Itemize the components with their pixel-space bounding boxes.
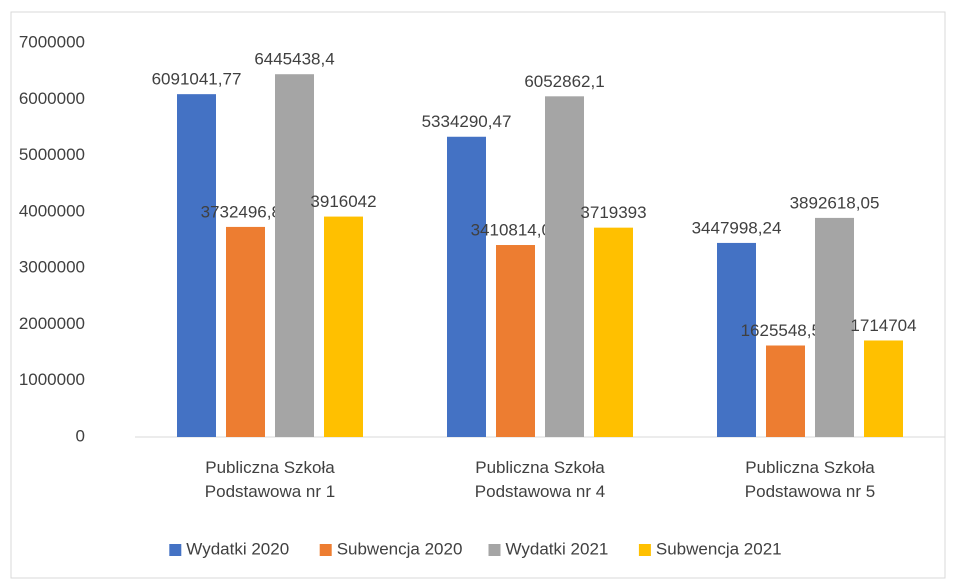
legend-swatch: [169, 544, 182, 556]
y-tick-label: 6000000: [19, 89, 85, 108]
data-label: 6052862,1: [524, 72, 604, 91]
data-label: 3410814,09: [471, 221, 561, 240]
bar: [324, 216, 363, 437]
data-label: 1714704: [850, 316, 916, 335]
data-label: 3892618,05: [790, 193, 880, 212]
bar: [226, 226, 265, 437]
x-tick-label: Publiczna Szkoła Podstawowa nr 5: [744, 458, 876, 501]
bar: [864, 340, 903, 437]
bar: [545, 96, 584, 437]
y-tick-label: 2000000: [19, 314, 85, 333]
data-label: 3719393: [580, 203, 646, 222]
bar: [766, 345, 805, 437]
bar: [594, 227, 633, 437]
legend-label: Subwencja 2020: [337, 539, 463, 558]
legend-swatch: [319, 544, 332, 556]
data-label: 6091041,77: [152, 70, 242, 89]
data-label: 3732496,88: [201, 202, 291, 221]
y-tick-label: 5000000: [19, 145, 85, 164]
data-label: 5334290,47: [422, 112, 512, 131]
x-tick-label: Publiczna Szkoła Podstawowa nr 4: [474, 458, 606, 501]
data-label: 6445438,4: [254, 50, 334, 69]
legend-label: Wydatki 2021: [506, 539, 609, 558]
y-tick-label: 3000000: [19, 258, 85, 277]
y-tick-label: 1000000: [19, 370, 85, 389]
bar: [447, 136, 486, 437]
legend-label: Subwencja 2021: [656, 539, 782, 558]
data-label: 1625548,52: [741, 321, 831, 340]
legend-swatch: [638, 544, 651, 556]
data-label: 3447998,24: [692, 218, 782, 237]
x-tick-label: Publiczna Szkoła Podstawowa nr 1: [204, 458, 336, 501]
legend-label: Wydatki 2020: [186, 539, 289, 558]
bar: [717, 242, 756, 437]
bar: [815, 217, 854, 437]
bar: [177, 94, 216, 437]
y-tick-label: 0: [76, 426, 85, 445]
bar: [275, 74, 314, 437]
y-tick-label: 4000000: [19, 201, 85, 220]
legend-swatch: [488, 544, 501, 556]
y-tick-label: 7000000: [19, 32, 85, 51]
bar: [496, 245, 535, 437]
data-label: 3916042: [310, 192, 376, 211]
